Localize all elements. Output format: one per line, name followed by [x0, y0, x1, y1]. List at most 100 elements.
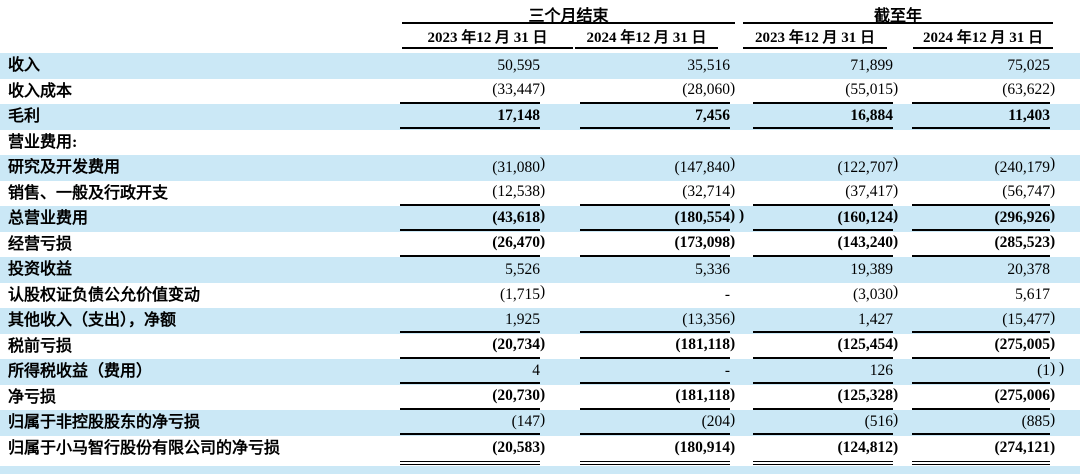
cell-value: (26,470 [492, 234, 540, 251]
value-cell-fy-2023: (55,015) [742, 79, 905, 106]
value-cell-fy-2024: (56,747) [905, 181, 1062, 208]
table-row: 总营业费用 (43,618) (180,554) ) (160,124) (29… [0, 206, 1080, 232]
row-label: 所得税收益（费用） [8, 363, 153, 380]
value-cell-fy-2024: (1) ) [905, 359, 1065, 386]
cell-value: (274,121 [994, 439, 1050, 456]
cell-value: (13,356 [682, 310, 730, 328]
value-cell-fy-2023 [742, 130, 905, 156]
value-cell-fy-2024: 20,378 [905, 257, 1062, 283]
row-right-margin [1062, 436, 1080, 465]
row-label: 归属于非控股股东的净亏损 [8, 414, 201, 431]
value-cell-q4-2024: (180,914) [552, 436, 742, 465]
closing-paren: ) [730, 181, 736, 199]
closing-paren: ) [540, 232, 546, 250]
closing-paren: ) [540, 411, 546, 428]
table-row: 营业费用: [0, 130, 1080, 156]
value-cell-q4-2024: (181,118) [552, 385, 742, 412]
closing-paren: ) [730, 385, 736, 403]
value-cell-q4-2024: (13,356) [552, 308, 742, 335]
row-label: 毛利 [8, 108, 41, 125]
cell-value: (1,715 [499, 286, 540, 303]
cell-value: (516 [864, 412, 893, 430]
closing-paren: ) ) [1050, 360, 1065, 377]
closing-paren: ) [540, 439, 546, 456]
cell-value: (125,328 [837, 387, 893, 404]
closing-paren: ) [730, 334, 736, 352]
value-cell-fy-2024: (296,926) [905, 206, 1062, 233]
value-cell-fy-2024: (275,005) [905, 334, 1062, 361]
cell-value: 5,526 [505, 260, 540, 278]
column-header-fy-2024: 2024 年12 月 31 日 [913, 26, 1053, 49]
table-body: 收入 50,595 35,516 71,899 75,025 收入成本 (33,… [0, 53, 1080, 465]
value-cell-q4-2023: 1,925 [398, 308, 552, 335]
cell-value: 126 [869, 361, 893, 379]
value-cell-q4-2023: (26,470) [398, 232, 552, 259]
value-cell-fy-2024: (240,179) [905, 155, 1062, 181]
value-cell-q4-2024: 5,336 [552, 257, 742, 283]
closing-paren: ) [893, 334, 899, 352]
closing-paren: ) [893, 232, 899, 250]
row-label: 经营亏损 [8, 235, 73, 253]
closing-paren: ) [1050, 334, 1056, 352]
cell-value: 7,456 [695, 106, 730, 124]
value-cell-fy-2024 [905, 130, 1062, 156]
table-row: 净亏损 (20,730) (181,118) (125,328) (275,00… [0, 385, 1080, 411]
table-row: 税前亏损 (20,734) (181,118) (125,454) (275,0… [0, 334, 1080, 360]
cell-value: 5,336 [695, 260, 730, 278]
cell-value: (33,447 [492, 81, 540, 98]
closing-paren: ) [1050, 232, 1056, 250]
row-label: 销售、一般及行政开支 [8, 184, 169, 202]
closing-paren: ) [1050, 79, 1056, 97]
cell-value: - [724, 286, 730, 303]
value-cell-fy-2023: (3,030) [742, 283, 905, 309]
row-right-margin [1062, 257, 1080, 283]
cell-value: (275,005 [994, 336, 1050, 353]
cell-value: 20,378 [1007, 260, 1050, 278]
value-cell-q4-2024 [552, 130, 742, 156]
table-row: 收入 50,595 35,516 71,899 75,025 [0, 53, 1080, 79]
closing-paren: ) [730, 439, 736, 456]
value-cell-q4-2024: (181,118) [552, 334, 742, 361]
value-cell-fy-2024: (275,006) [905, 385, 1062, 412]
cell-value: (20,583 [492, 439, 540, 456]
value-cell-fy-2023: 16,884 [742, 104, 905, 131]
value-cell-q4-2023: (20,730) [398, 385, 552, 412]
value-cell-q4-2023: 4 [398, 359, 552, 386]
row-right-margin [1062, 385, 1080, 412]
cell-value: 35,516 [687, 56, 730, 74]
cell-value: 1,427 [858, 310, 893, 328]
cell-value: (28,060 [682, 81, 730, 98]
column-header-q4-2024: 2024 年12 月 31 日 [575, 26, 718, 49]
cell-value: (275,006 [994, 387, 1050, 404]
row-right-margin [1062, 410, 1080, 437]
row-label: 收入成本 [8, 82, 73, 100]
closing-paren: ) [540, 155, 546, 172]
value-cell-fy-2023: (124,812) [742, 436, 905, 465]
row-label: 收入 [8, 57, 41, 74]
value-cell-fy-2023: 1,427 [742, 308, 905, 335]
value-cell-fy-2024: (274,121) [905, 436, 1062, 465]
table-row: 其他收入（支出），净额 1,925 (13,356) 1,427 (15,477… [0, 308, 1080, 334]
value-cell-q4-2023: 17,148 [398, 104, 552, 131]
column-group-year-ended: 截至年 [743, 2, 1053, 25]
cell-value: 16,884 [850, 106, 893, 124]
value-cell-fy-2023: (37,417) [742, 181, 905, 208]
cell-value: 50,595 [497, 56, 540, 74]
value-cell-fy-2024: 5,617 [905, 283, 1062, 309]
closing-paren: ) [540, 334, 546, 352]
column-header-q4-2023: 2023 年12 月 31 日 [402, 26, 573, 49]
cell-value: (63,622 [1002, 81, 1050, 98]
table-row: 归属于小马智行股份有限公司的净亏损 (20,583) (180,914) (12… [0, 436, 1080, 465]
closing-paren: ) [893, 411, 899, 428]
value-cell-q4-2023: (33,447) [398, 79, 552, 106]
value-cell-q4-2023: (43,618) [398, 206, 552, 233]
table-row: 所得税收益（费用） 4 - 126 (1) ) [0, 359, 1080, 385]
value-cell-fy-2024: (885) [905, 410, 1062, 437]
closing-paren: ) [540, 181, 546, 199]
row-right-margin [1062, 79, 1080, 106]
cell-value: (125,454 [837, 336, 893, 353]
value-cell-fy-2023: (143,240) [742, 232, 905, 259]
row-right-margin [1062, 359, 1080, 386]
closing-paren: ) [1050, 439, 1056, 456]
